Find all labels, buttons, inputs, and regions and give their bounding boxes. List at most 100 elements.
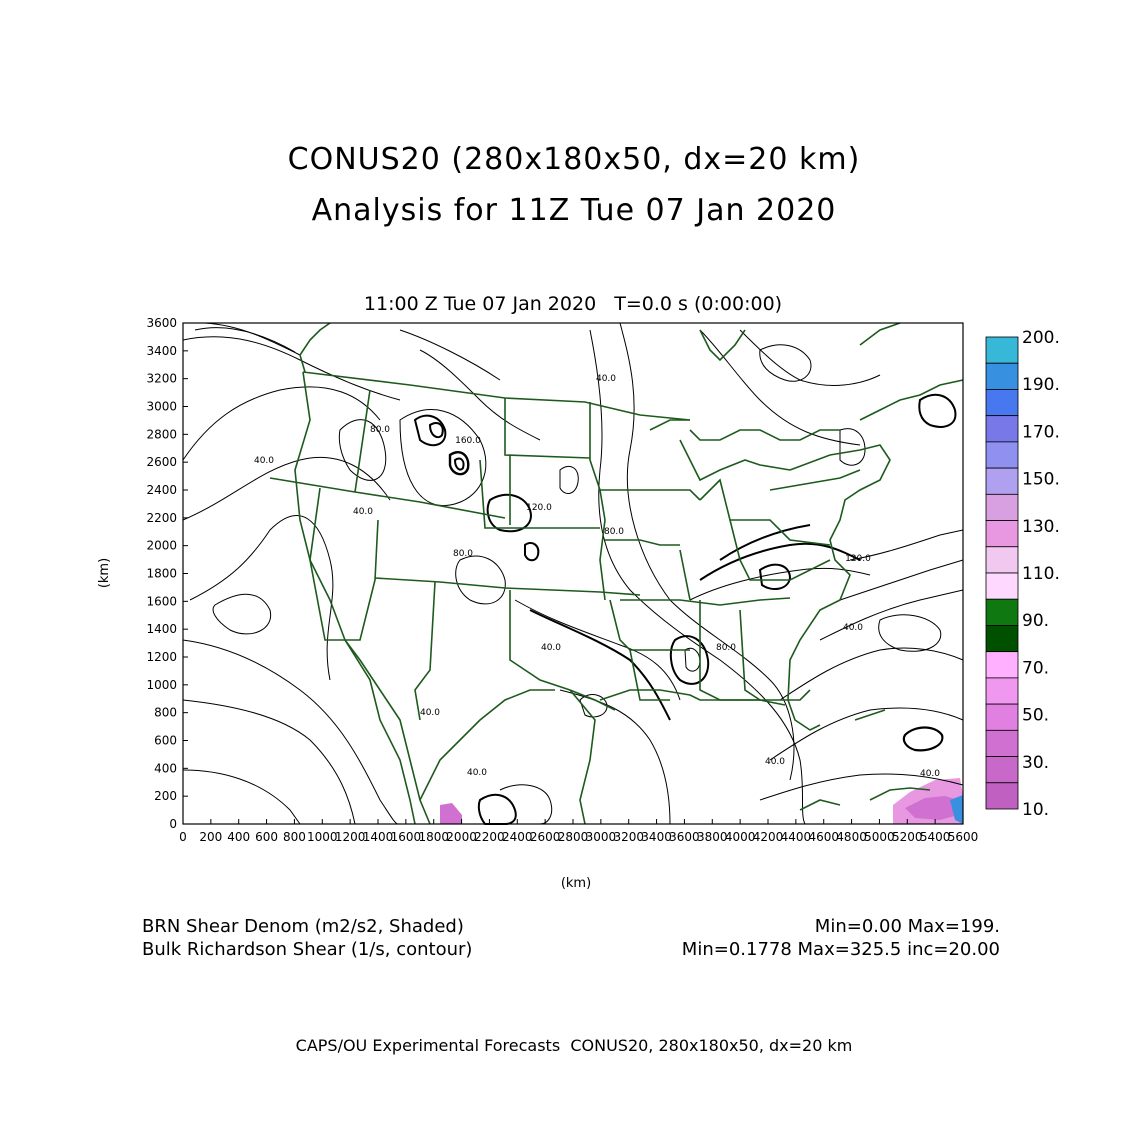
valid-time-subtitle: 11:00 Z Tue 07 Jan 2020 T=0.0 s (0:00:00… (363, 293, 783, 315)
y-tick-label: 2200 (146, 511, 177, 525)
x-tick-label: 600 (255, 830, 278, 844)
colorbar-label: 30. (1022, 753, 1049, 773)
x-tick-label: 400 (227, 830, 250, 844)
x-tick-label: 1400 (363, 830, 394, 844)
contour-label: 120.0 (845, 554, 871, 564)
y-tick-label: 2400 (146, 483, 177, 497)
x-tick-label: 5400 (920, 830, 951, 844)
contour-label: 40.0 (420, 708, 440, 718)
x-tick-label: 0 (179, 830, 187, 844)
x-tick-label: 4000 (725, 830, 756, 844)
colorbar-swatch (985, 572, 1019, 600)
y-tick-label: 1400 (146, 622, 177, 636)
map-features (182, 322, 964, 825)
y-tick-label: 2800 (146, 427, 177, 441)
contour-label: 80.0 (716, 643, 736, 653)
state-boundaries (269, 322, 964, 825)
y-axis-ticks: 0 200 400 600 800 1000 1200 1400 1600 1800 2000 220… (146, 316, 188, 831)
shaded-field-name: BRN Shear Denom (m2/s2, Shaded) (142, 916, 464, 937)
contour-label: 40.0 (920, 769, 940, 779)
x-tick-label: 4600 (808, 830, 839, 844)
colorbar-label: 110. (1022, 564, 1060, 584)
x-tick-label: 200 (199, 830, 222, 844)
colorbar (985, 336, 1019, 810)
colorbar-label: 130. (1022, 517, 1060, 537)
y-tick-label: 1000 (146, 678, 177, 692)
colorbar-label: 10. (1022, 800, 1049, 820)
colorbar-label: 170. (1022, 422, 1060, 442)
y-tick-label: 3400 (146, 344, 177, 358)
shaded-area-blue (950, 795, 963, 824)
colorbar-label: 150. (1022, 470, 1060, 490)
x-tick-label: 800 (283, 830, 306, 844)
x-tick-label: 3600 (669, 830, 700, 844)
x-tick-label: 3400 (641, 830, 672, 844)
y-axis-label: (km) (97, 558, 112, 588)
x-tick-label: 4200 (753, 830, 784, 844)
plot-frame (182, 322, 964, 825)
colorbar-swatch (985, 729, 1019, 757)
x-axis-label: (km) (561, 876, 591, 891)
y-tick-label: 600 (154, 734, 177, 748)
colorbar-label: 200. (1022, 328, 1060, 348)
y-tick-label: 1200 (146, 650, 177, 664)
contour-label: 160.0 (455, 436, 481, 446)
contour-label: 80.0 (370, 425, 390, 435)
colorbar-swatch (985, 362, 1019, 390)
x-tick-label: 2400 (502, 830, 533, 844)
x-tick-label: 5000 (864, 830, 895, 844)
y-tick-label: 1600 (146, 594, 177, 608)
contour-label: 40.0 (467, 768, 487, 778)
contour-label: 80.0 (604, 527, 624, 537)
colorbar-swatch (985, 336, 1019, 364)
contour-field-name: Bulk Richardson Shear (1/s, contour) (142, 939, 473, 960)
contour-field-stats: Min=0.1778 Max=325.5 inc=20.00 (681, 939, 1000, 960)
y-tick-label: 0 (169, 817, 177, 831)
colorbar-swatch (985, 651, 1019, 679)
shaded-field-stats: Min=0.00 Max=199. (814, 916, 1000, 937)
colorbar-swatch (985, 520, 1019, 548)
x-tick-label: 3000 (586, 830, 617, 844)
y-tick-label: 3600 (146, 316, 177, 330)
colorbar-swatch (985, 703, 1019, 731)
x-axis-ticks: 0 200 400 600 800 100012001400160018002000220… (179, 819, 978, 844)
colorbar-swatch (985, 467, 1019, 495)
contour-lines (182, 322, 964, 825)
colorbar-swatch (985, 598, 1019, 626)
contour-label: 120.0 (526, 503, 552, 513)
x-tick-label: 5600 (948, 830, 979, 844)
x-tick-label: 2600 (530, 830, 561, 844)
colorbar-swatch (985, 415, 1019, 443)
y-tick-label: 3200 (146, 372, 177, 386)
x-tick-label: 2000 (446, 830, 477, 844)
colorbar-label: 90. (1022, 611, 1049, 631)
y-tick-label: 3000 (146, 400, 177, 414)
x-tick-label: 1600 (391, 830, 422, 844)
x-tick-label: 4800 (836, 830, 867, 844)
x-tick-label: 1200 (335, 830, 366, 844)
colorbar-swatch (985, 756, 1019, 784)
footer-credit: CAPS/OU Experimental Forecasts CONUS20, … (295, 1036, 853, 1055)
y-tick-label: 800 (154, 706, 177, 720)
colorbar-label: 190. (1022, 375, 1060, 395)
y-tick-label: 200 (154, 789, 177, 803)
colorbar-swatch (985, 493, 1019, 521)
y-tick-label: 400 (154, 761, 177, 775)
y-tick-label: 2600 (146, 455, 177, 469)
x-tick-label: 3800 (697, 830, 728, 844)
shaded-area-caribbean-core (905, 796, 958, 820)
title-line-2: Analysis for 11Z Tue 07 Jan 2020 (311, 193, 837, 228)
contour-label: 40.0 (596, 374, 616, 384)
colorbar-swatch (985, 389, 1019, 417)
y-tick-label: 1800 (146, 567, 177, 581)
colorbar-label: 50. (1022, 706, 1049, 726)
contour-label: 40.0 (843, 623, 863, 633)
x-tick-label: 1800 (418, 830, 449, 844)
colorbar-labels: 200. 190. 170. 150. 130. 110. 90. 70. 50. 30. 10. (1022, 328, 1060, 820)
x-tick-label: 4400 (781, 830, 812, 844)
x-tick-label: 2200 (474, 830, 505, 844)
contour-label: 40.0 (765, 757, 785, 767)
colorbar-swatch (985, 441, 1019, 469)
title-line-1: CONUS20 (280x180x50, dx=20 km) (287, 142, 861, 177)
